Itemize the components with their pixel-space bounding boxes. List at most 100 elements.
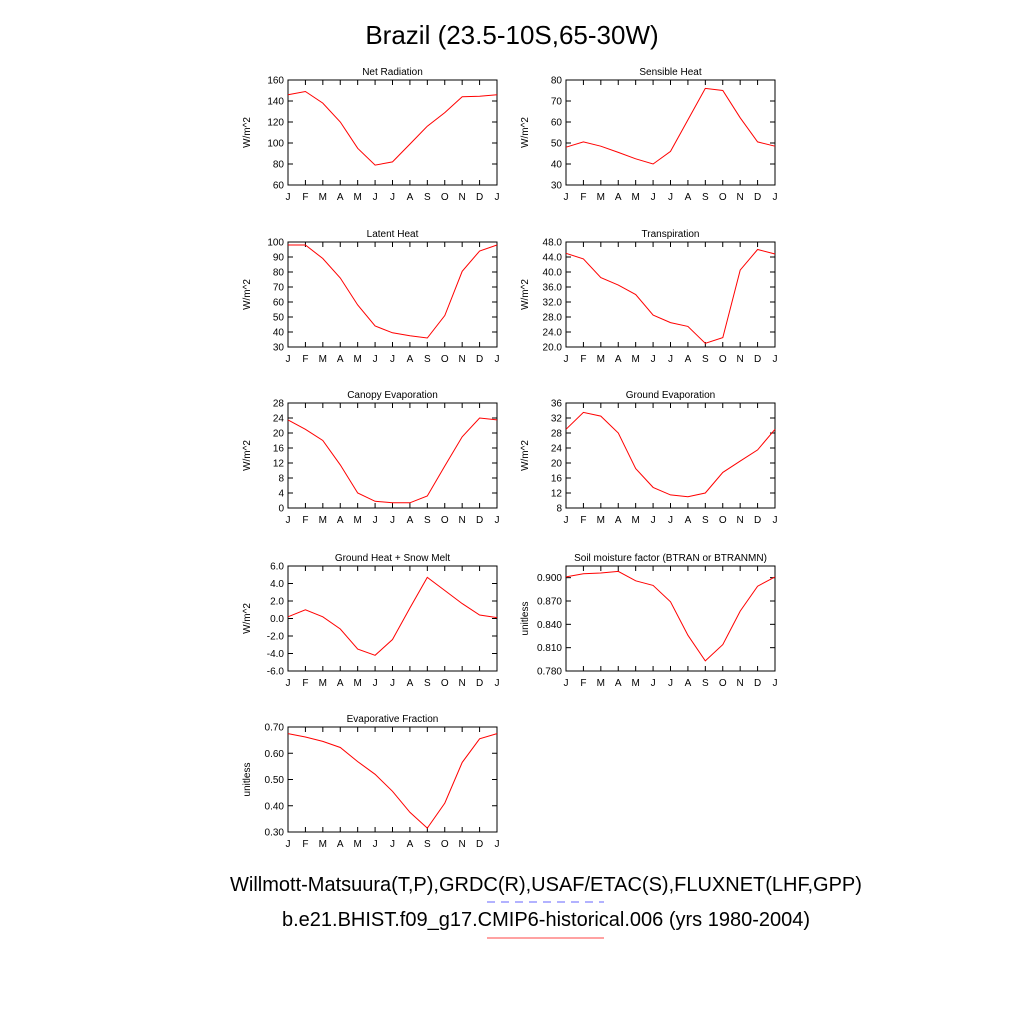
x-tick-label: J bbox=[390, 515, 395, 526]
x-tick-label: J bbox=[564, 678, 569, 689]
y-tick-label: 60 bbox=[273, 298, 285, 309]
y-tick-label: 50 bbox=[551, 139, 563, 150]
series-line bbox=[288, 244, 498, 339]
x-tick-label: M bbox=[353, 192, 361, 203]
y-tick-label: -2.0 bbox=[267, 632, 285, 643]
x-tick-label: M bbox=[353, 678, 361, 689]
y-tick-label: 8 bbox=[278, 474, 284, 485]
x-tick-label: F bbox=[302, 678, 308, 689]
series-line bbox=[565, 411, 776, 498]
y-tick-label: 80 bbox=[273, 160, 285, 171]
x-tick-label: A bbox=[337, 678, 344, 689]
x-tick-label: J bbox=[668, 515, 673, 526]
panel-title: Latent Heat bbox=[367, 229, 419, 240]
y-tick-label: 0.40 bbox=[265, 801, 285, 812]
x-tick-label: D bbox=[476, 678, 483, 689]
x-tick-label: D bbox=[476, 839, 483, 850]
x-tick-label: J bbox=[286, 192, 291, 203]
x-tick-label: J bbox=[373, 678, 378, 689]
x-tick-label: O bbox=[441, 678, 449, 689]
y-tick-label: 70 bbox=[551, 97, 563, 108]
x-tick-label: J bbox=[390, 354, 395, 365]
x-tick-label: A bbox=[685, 354, 692, 365]
x-tick-label: N bbox=[737, 192, 744, 203]
x-tick-label: J bbox=[773, 354, 778, 365]
y-tick-label: 0.900 bbox=[537, 573, 562, 584]
x-tick-label: A bbox=[337, 515, 344, 526]
x-tick-label: N bbox=[737, 354, 744, 365]
x-tick-label: S bbox=[702, 192, 709, 203]
y-tick-label: 24 bbox=[273, 414, 285, 425]
plot-frame bbox=[565, 565, 776, 672]
y-tick-label: 40.0 bbox=[543, 268, 563, 279]
y-tick-label: 8 bbox=[556, 504, 562, 515]
y-tick-label: 100 bbox=[267, 238, 284, 249]
y-tick-label: 44.0 bbox=[543, 253, 563, 264]
y-tick-label: 2.0 bbox=[270, 597, 284, 608]
y-tick-label: 28 bbox=[551, 429, 563, 440]
x-tick-label: F bbox=[302, 354, 308, 365]
x-tick-label: O bbox=[441, 354, 449, 365]
y-tick-label: 48.0 bbox=[543, 238, 563, 249]
panel-title: Canopy Evaporation bbox=[347, 390, 438, 401]
x-tick-label: A bbox=[615, 678, 622, 689]
plot-frame bbox=[287, 79, 498, 186]
x-tick-label: M bbox=[631, 678, 639, 689]
x-tick-label: J bbox=[286, 354, 291, 365]
y-tick-label: 100 bbox=[267, 139, 284, 150]
y-tick-label: 28.0 bbox=[543, 313, 563, 324]
legend-model-text: b.e21.BHIST.f09_g17.CMIP6-historical.006… bbox=[282, 909, 810, 931]
x-tick-label: J bbox=[773, 192, 778, 203]
y-tick-label: 12 bbox=[551, 489, 563, 500]
x-tick-label: O bbox=[719, 192, 727, 203]
x-tick-label: J bbox=[286, 515, 291, 526]
y-tick-label: 0.780 bbox=[537, 667, 562, 678]
panel-title: Sensible Heat bbox=[639, 67, 701, 78]
x-tick-label: J bbox=[651, 354, 656, 365]
plot-frame bbox=[287, 565, 498, 672]
x-tick-label: M bbox=[319, 192, 327, 203]
x-tick-label: J bbox=[495, 192, 500, 203]
x-tick-label: A bbox=[615, 192, 622, 203]
y-tick-label: 16 bbox=[551, 474, 563, 485]
x-tick-label: J bbox=[390, 839, 395, 850]
plot-frame bbox=[565, 402, 776, 509]
y-tick-label: 120 bbox=[267, 118, 284, 129]
series-line bbox=[565, 570, 776, 662]
panel-title: Soil moisture factor (BTRAN or BTRANMN) bbox=[574, 553, 767, 564]
x-tick-label: J bbox=[373, 839, 378, 850]
x-tick-label: J bbox=[651, 515, 656, 526]
x-tick-label: J bbox=[495, 354, 500, 365]
y-tick-label: 0.840 bbox=[537, 620, 562, 631]
y-tick-label: 36 bbox=[551, 399, 563, 410]
panel-title: Evaporative Fraction bbox=[347, 714, 439, 725]
y-tick-label: 30 bbox=[273, 343, 285, 354]
x-tick-label: S bbox=[702, 515, 709, 526]
x-tick-label: F bbox=[302, 192, 308, 203]
plot-frame bbox=[287, 726, 498, 833]
x-tick-label: A bbox=[615, 354, 622, 365]
x-tick-label: A bbox=[337, 839, 344, 850]
x-tick-label: N bbox=[459, 839, 466, 850]
x-tick-label: M bbox=[319, 839, 327, 850]
x-tick-label: O bbox=[441, 839, 449, 850]
x-tick-label: J bbox=[564, 515, 569, 526]
y-tick-label: 0.810 bbox=[537, 643, 562, 654]
x-tick-label: M bbox=[597, 515, 605, 526]
y-tick-label: 32 bbox=[551, 414, 563, 425]
x-tick-label: A bbox=[685, 515, 692, 526]
x-tick-label: J bbox=[373, 515, 378, 526]
x-tick-label: A bbox=[337, 192, 344, 203]
y-axis-label: W/m^2 bbox=[242, 603, 253, 634]
y-tick-label: 4.0 bbox=[270, 579, 284, 590]
x-tick-label: N bbox=[459, 515, 466, 526]
panel-title: Transpiration bbox=[642, 229, 700, 240]
y-tick-label: 80 bbox=[273, 268, 285, 279]
y-tick-label: 12 bbox=[273, 459, 285, 470]
y-tick-label: 16 bbox=[273, 444, 285, 455]
x-tick-label: M bbox=[353, 839, 361, 850]
y-tick-label: 90 bbox=[273, 253, 285, 264]
y-tick-label: 20 bbox=[273, 429, 285, 440]
x-tick-label: J bbox=[564, 354, 569, 365]
x-tick-label: M bbox=[319, 515, 327, 526]
